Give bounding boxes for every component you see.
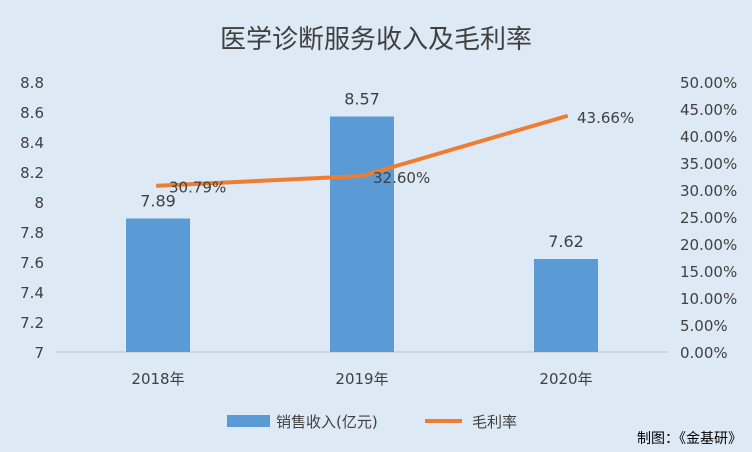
legend-bar-label: 销售收入(亿元)	[276, 413, 378, 431]
line-point	[156, 183, 160, 188]
right-tick-label: 5.00%	[680, 317, 728, 335]
left-axis-ticks: 7 7.2 7.4 7.6 7.8 8 8.2 8.4 8.6 8.8	[20, 74, 44, 362]
right-tick-label: 0.00%	[680, 344, 728, 362]
right-tick-label: 20.00%	[680, 236, 737, 254]
line-series: 30.79% 32.60% 43.66%	[156, 109, 634, 197]
line-data-label: 32.60%	[373, 169, 430, 187]
left-tick-label: 7.8	[20, 224, 44, 242]
bar	[126, 218, 190, 352]
line-point	[360, 173, 364, 178]
line-data-label: 43.66%	[577, 109, 634, 127]
bar-data-label: 7.89	[140, 192, 176, 211]
left-tick-label: 7.6	[20, 254, 44, 272]
right-tick-label: 10.00%	[680, 290, 737, 308]
legend-line-label: 毛利率	[472, 413, 517, 431]
right-tick-label: 30.00%	[680, 182, 737, 200]
line-data-label: 30.79%	[169, 179, 226, 197]
legend: 销售收入(亿元) 毛利率	[227, 413, 517, 431]
x-axis-labels: 2018年 2019年 2020年	[131, 370, 592, 388]
left-tick-label: 7	[34, 344, 44, 362]
left-tick-label: 7.4	[20, 284, 44, 302]
right-tick-label: 25.00%	[680, 209, 737, 227]
x-tick-label: 2019年	[335, 370, 388, 388]
source-note: 制图：《金基研》	[637, 430, 742, 447]
left-tick-label: 8.4	[20, 134, 44, 152]
bar-data-label: 7.62	[548, 232, 584, 251]
right-tick-label: 40.00%	[680, 128, 737, 146]
line-point	[564, 114, 568, 119]
left-tick-label: 8.6	[20, 104, 44, 122]
legend-bar-swatch	[227, 415, 270, 427]
x-tick-label: 2020年	[539, 370, 592, 388]
left-tick-label: 7.2	[20, 314, 44, 332]
bar-series: 7.89 8.57 7.62	[126, 90, 598, 352]
bar	[330, 116, 394, 352]
right-tick-label: 15.00%	[680, 263, 737, 281]
chart-title: 医学诊断服务收入及毛利率	[220, 25, 532, 55]
right-tick-label: 50.00%	[680, 74, 737, 92]
bar	[534, 259, 598, 352]
right-tick-label: 35.00%	[680, 155, 737, 173]
right-tick-label: 45.00%	[680, 101, 737, 119]
left-tick-label: 8	[34, 194, 44, 212]
bar-data-label: 8.57	[344, 90, 380, 109]
left-tick-label: 8.8	[20, 74, 44, 92]
right-axis-ticks: 0.00% 5.00% 10.00% 15.00% 20.00% 25.00% 30.00%…	[680, 74, 737, 362]
x-tick-label: 2018年	[131, 370, 184, 388]
left-tick-label: 8.2	[20, 164, 44, 182]
